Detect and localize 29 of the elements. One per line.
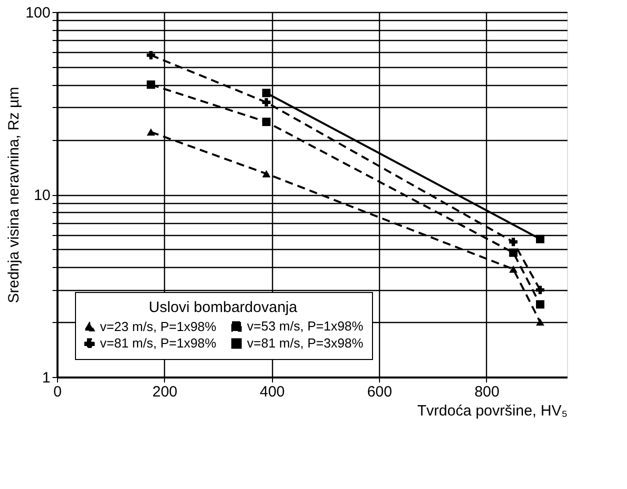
x-tick-label: 800 (474, 384, 500, 400)
point (262, 88, 271, 98)
point (509, 238, 518, 246)
x-axis-title: Tvrdoća površine, HV₅ (417, 402, 568, 420)
legend-label: v=53 m/s, P=1x98% (247, 318, 364, 334)
y-tick-label: 1 (42, 370, 50, 386)
point (536, 318, 544, 326)
point (509, 266, 518, 273)
point (536, 234, 544, 244)
point (146, 50, 156, 60)
legend-label: v=81 m/s, P=3x98% (247, 336, 364, 350)
point (262, 118, 271, 126)
legend-label: v=81 m/s, P=1x98% (100, 336, 217, 350)
x-tick-label: 200 (152, 384, 178, 400)
x-tick-label: 400 (260, 384, 285, 400)
point (536, 300, 544, 309)
y-tick-label: 10 (34, 187, 50, 204)
point (509, 248, 518, 257)
point (146, 128, 156, 136)
point (262, 98, 271, 106)
y-axis-title: Srednja visina neravnina, Rz µm (5, 86, 22, 304)
y-tick-label: 100 (25, 4, 50, 22)
legend-label: v=23 m/s, P=1x98% (100, 318, 217, 334)
legend-title: Uslovi bombardovanja (148, 299, 298, 316)
x-tick-label: 0 (53, 384, 62, 400)
point (536, 286, 544, 294)
x-tick-label: 600 (367, 384, 392, 400)
point (262, 170, 271, 178)
point (146, 80, 156, 89)
